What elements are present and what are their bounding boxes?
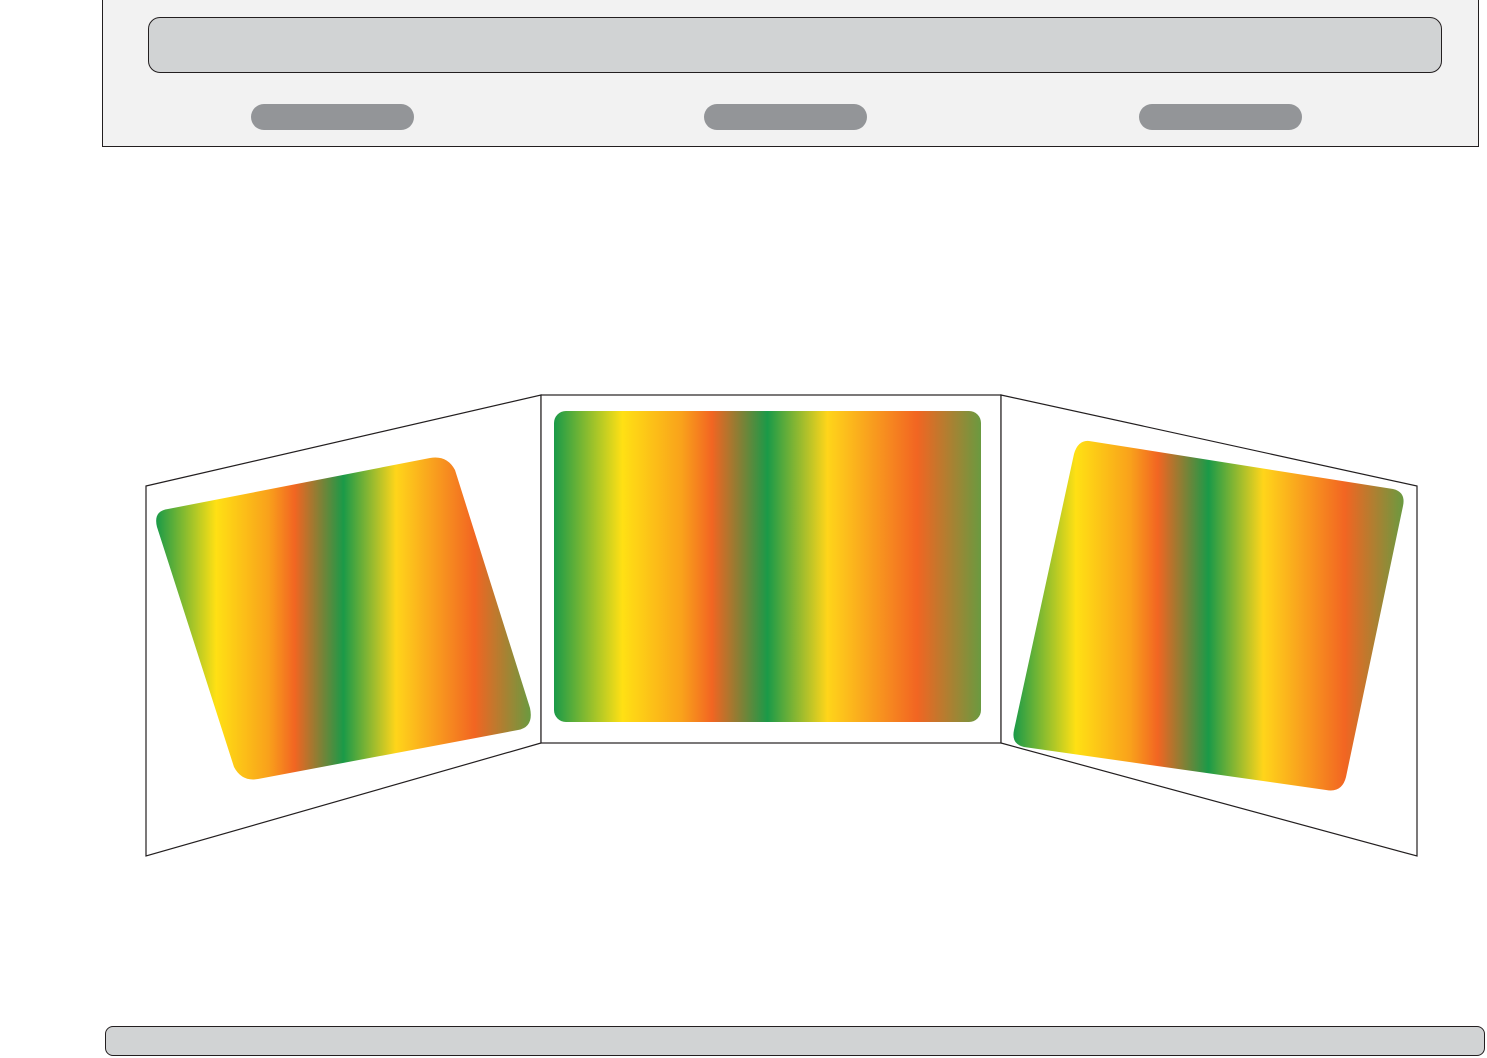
footer-bar-placeholder bbox=[105, 1026, 1485, 1056]
right-panel-image bbox=[1013, 441, 1403, 791]
center-panel-image bbox=[554, 411, 981, 722]
